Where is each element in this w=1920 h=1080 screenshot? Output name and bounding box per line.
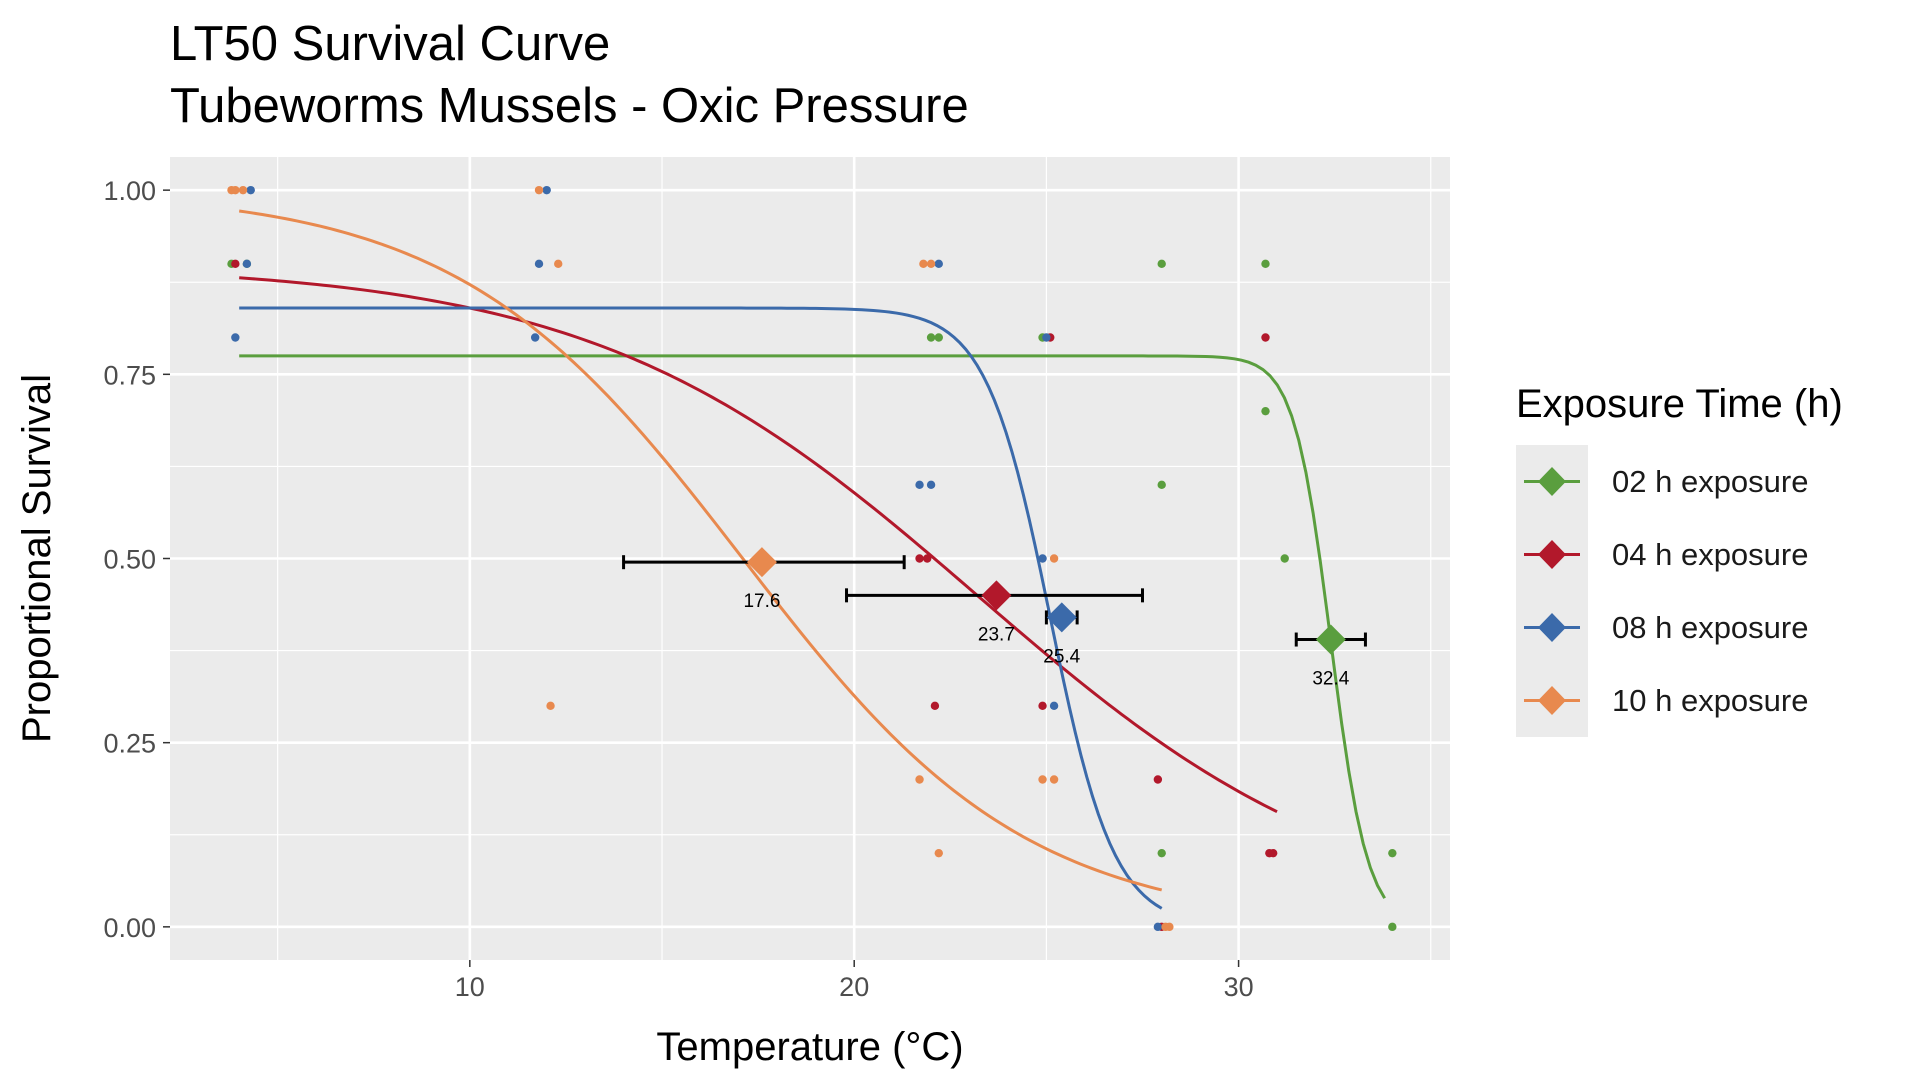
lt50-value-label: 25.4 — [1043, 646, 1080, 667]
data-point — [1042, 333, 1051, 342]
lt50-marker — [1046, 602, 1077, 633]
data-point — [1157, 480, 1166, 490]
legend-key-diamond — [1538, 686, 1566, 715]
legend-items: 02 h exposure 04 h exposure 08 h exposure 1… — [1516, 445, 1843, 737]
x-tick-label: 20 — [839, 972, 869, 1002]
fitted-curve — [239, 276, 1278, 814]
data-point — [1388, 848, 1397, 858]
x-axis-title: Temperature (°C) — [656, 1025, 963, 1069]
data-point — [1261, 259, 1270, 269]
data-point — [1038, 701, 1047, 711]
data-point — [926, 480, 936, 490]
data-point — [919, 259, 928, 269]
legend-item: 02 h exposure — [1516, 445, 1843, 518]
lt50-value-label: 32.4 — [1312, 669, 1349, 690]
legend-key — [1516, 518, 1588, 591]
data-point — [1153, 775, 1163, 784]
data-point — [934, 848, 943, 858]
data-point — [915, 775, 924, 784]
data-point — [930, 701, 940, 711]
y-tick-label: 0.00 — [103, 913, 156, 943]
legend-key — [1516, 664, 1588, 737]
legend-key-symbol — [1524, 467, 1580, 496]
data-point — [923, 554, 932, 563]
lt50-value-label: 23.7 — [978, 624, 1015, 645]
y-tick-label: 0.25 — [103, 729, 156, 759]
series-1 — [227, 259, 1397, 932]
legend-key-symbol — [1524, 686, 1580, 715]
x-tick-label: 10 — [455, 972, 485, 1002]
fitted-curve — [239, 306, 1163, 910]
lt50-marker — [1315, 624, 1346, 655]
y-tick-label: 1.00 — [103, 176, 156, 206]
data-point — [1261, 333, 1270, 342]
data-point — [1049, 554, 1059, 563]
lt50-survival-chart: 10 20 30 0.00 0.25 0.50 0.75 1.00 Temperature (°… — [15, 157, 1450, 1069]
data-point — [530, 333, 540, 342]
legend-key-diamond — [1538, 467, 1566, 496]
data-point — [1038, 775, 1047, 784]
lt50-value-label: 17.6 — [743, 591, 780, 612]
legend-key-diamond — [1538, 540, 1566, 569]
data-point — [1261, 406, 1270, 416]
legend-key — [1516, 445, 1588, 518]
data-point — [1388, 922, 1397, 932]
data-point — [542, 185, 551, 195]
data-point — [1165, 922, 1174, 932]
legend-key-diamond — [1538, 613, 1566, 642]
chart-title: LT50 Survival Curve — [170, 17, 611, 71]
data-point — [238, 185, 248, 195]
y-axis-title: Proportional Survival — [15, 374, 59, 743]
data-point — [934, 333, 943, 342]
series-3 — [231, 185, 1163, 932]
data-point — [546, 701, 555, 711]
data-point — [231, 333, 240, 342]
data-point — [554, 259, 563, 269]
data-point — [534, 259, 544, 269]
data-point — [534, 185, 544, 195]
data-point — [1049, 775, 1059, 784]
data-point — [915, 554, 924, 563]
data-point — [1038, 554, 1047, 563]
y-tick-label: 0.75 — [103, 360, 156, 390]
data-point — [926, 259, 936, 269]
fitted-curve — [238, 209, 1163, 892]
legend-key-symbol — [1524, 540, 1580, 569]
fitted-curve — [239, 354, 1386, 899]
data-point — [231, 185, 240, 195]
data-point — [1153, 922, 1163, 932]
legend-label: 10 h exposure — [1612, 682, 1809, 718]
data-point — [915, 480, 924, 490]
data-point — [926, 333, 936, 342]
legend-label: 02 h exposure — [1612, 463, 1809, 499]
data-point — [1049, 701, 1059, 711]
data-point — [242, 259, 252, 269]
data-point — [231, 259, 240, 269]
legend-item: 04 h exposure — [1516, 518, 1843, 591]
data-point — [1280, 554, 1289, 563]
data-point — [934, 259, 943, 269]
lt50-marker — [981, 580, 1012, 611]
series-4 — [227, 185, 1174, 932]
lt50-marker — [746, 547, 777, 578]
data-point — [1268, 848, 1278, 858]
data-point — [1157, 848, 1166, 858]
data-point — [246, 185, 255, 195]
legend-title: Exposure Time (h) — [1516, 382, 1843, 426]
y-tick-label: 0.50 — [103, 545, 156, 575]
legend-key — [1516, 591, 1588, 664]
legend-item: 08 h exposure — [1516, 591, 1843, 664]
legend-label: 08 h exposure — [1612, 609, 1809, 645]
data-point — [1157, 259, 1166, 269]
chart-subtitle: Tubeworms Mussels - Oxic Pressure — [170, 79, 969, 133]
legend-item: 10 h exposure — [1516, 664, 1843, 737]
legend-label: 04 h exposure — [1612, 536, 1809, 572]
legend-key-symbol — [1524, 613, 1580, 642]
x-tick-label: 30 — [1224, 972, 1254, 1002]
legend: Exposure Time (h) 02 h exposure 04 h expo… — [1516, 382, 1843, 737]
